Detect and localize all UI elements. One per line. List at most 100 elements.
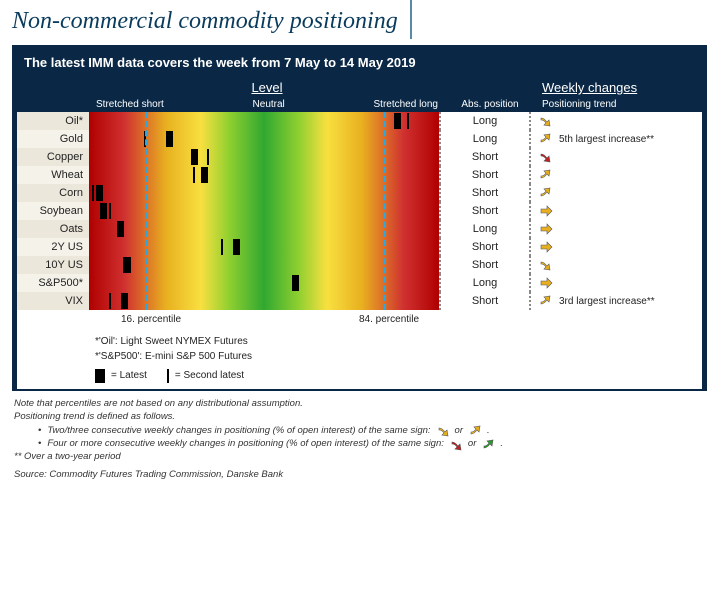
sub-trend: Positioning trend [534, 99, 699, 110]
trend-cell [531, 148, 702, 166]
marker-second [221, 239, 223, 255]
note-b1-text: Two/three consecutive weekly changes in … [47, 424, 430, 437]
note-b2-or: or [468, 437, 476, 450]
abs-position: Long [439, 220, 531, 238]
note-bullet-1: • Two/three consecutive weekly changes i… [14, 424, 705, 437]
marker-latest [100, 203, 107, 219]
marker-latest [292, 275, 299, 291]
marker-second [407, 113, 409, 129]
abs-position: Short [439, 292, 531, 310]
note-bullet-2: • Four or more consecutive weekly change… [14, 437, 705, 450]
abs-position: Long [439, 274, 531, 292]
marker-latest [201, 167, 208, 183]
trend-cell [531, 220, 702, 238]
trend-cell [531, 184, 702, 202]
marker-second [109, 293, 111, 309]
trend-cell [531, 202, 702, 220]
trend-cell [531, 112, 702, 130]
marker-latest [166, 131, 173, 147]
marker-second [193, 167, 195, 183]
marker-latest [117, 221, 124, 237]
footnotes: *'Oil': Light Sweet NYMEX Futures *'S&P5… [17, 330, 702, 389]
trend-cell [531, 256, 702, 274]
trend-arrow-icon [539, 294, 553, 308]
abs-position: Short [439, 184, 531, 202]
headings-row: Level Weekly changes [14, 80, 705, 99]
note-b1-or: or [455, 424, 463, 437]
marker-latest [121, 293, 128, 309]
abs-position: Short [439, 202, 531, 220]
trend-cell: 5th largest increase** [531, 130, 702, 148]
trend-note: 5th largest increase** [559, 134, 654, 145]
notes-block: Note that percentiles are not based on a… [0, 391, 719, 467]
gradient-cell [89, 274, 439, 292]
arrow-down-strong-icon [450, 438, 462, 450]
trend-cell [531, 166, 702, 184]
gradient-cell [89, 130, 439, 148]
gradient-cell [89, 256, 439, 274]
trend-arrow-icon [539, 276, 553, 290]
gradient-cell [89, 112, 439, 130]
panel-header: The latest IMM data covers the week from… [14, 47, 705, 80]
abs-position: Short [439, 166, 531, 184]
abs-position: Short [439, 148, 531, 166]
row-label: Oats [17, 220, 89, 238]
gradient-cell [89, 292, 439, 310]
table-row: Soybean Short [17, 202, 702, 220]
p16-label: 16. percentile [121, 314, 181, 325]
legend-row: = Latest = Second latest [95, 368, 694, 383]
trend-arrow-icon [539, 258, 553, 272]
trend-arrow-icon [539, 132, 553, 146]
row-label: 2Y US [17, 238, 89, 256]
marker-latest [233, 239, 240, 255]
gradient-cell [89, 220, 439, 238]
note-b2-text: Four or more consecutive weekly changes … [47, 437, 444, 450]
row-label: S&P500* [17, 274, 89, 292]
heading-level: Level [92, 80, 442, 95]
legend-latest-label: = Latest [111, 368, 147, 383]
arrow-down-weak-icon [437, 424, 449, 436]
gradient-cell [89, 184, 439, 202]
table-row: Copper Short [17, 148, 702, 166]
trend-cell: 3rd largest increase** [531, 292, 702, 310]
chart-area: Oil*LongGoldLong5th largest increase**Co… [17, 112, 702, 389]
percentile-labels: 16. percentile 84. percentile [17, 310, 702, 330]
footnote-oil: *'Oil': Light Sweet NYMEX Futures [95, 334, 694, 349]
p84-label: 84. percentile [359, 314, 419, 325]
sub-stretched-long: Stretched long [374, 99, 439, 110]
table-row: Wheat Short [17, 166, 702, 184]
row-label: Soybean [17, 202, 89, 220]
row-label: Wheat [17, 166, 89, 184]
marker-second [207, 149, 209, 165]
row-label: Gold [17, 130, 89, 148]
trend-cell [531, 238, 702, 256]
note-over-period: ** Over a two-year period [14, 450, 705, 463]
trend-note: 3rd largest increase** [559, 296, 655, 307]
page-title: Non-commercial commodity positioning [0, 0, 412, 39]
table-row: CornShort [17, 184, 702, 202]
row-label: VIX [17, 292, 89, 310]
trend-arrow-icon [539, 240, 553, 254]
gradient-cell [89, 166, 439, 184]
row-label: 10Y US [17, 256, 89, 274]
gradient-cell [89, 148, 439, 166]
table-row: 10Y US Short [17, 256, 702, 274]
marker-latest [96, 185, 103, 201]
marker-second [109, 203, 111, 219]
table-row: Oats Long [17, 220, 702, 238]
gradient-cell [89, 202, 439, 220]
source-line: Source: Commodity Futures Trading Commis… [0, 467, 719, 482]
trend-arrow-icon [539, 222, 553, 236]
trend-arrow-icon [539, 150, 553, 164]
trend-arrow-icon [539, 168, 553, 182]
legend-latest-icon [95, 369, 105, 383]
trend-arrow-icon [539, 204, 553, 218]
gradient-cell [89, 238, 439, 256]
arrow-up-strong-icon [482, 438, 494, 450]
marker-second [92, 185, 94, 201]
subheadings-row: Stretched short Neutral Stretched long A… [14, 99, 705, 112]
abs-position: Long [439, 112, 531, 130]
abs-position: Short [439, 256, 531, 274]
row-label: Copper [17, 148, 89, 166]
table-row: 2Y USShort [17, 238, 702, 256]
